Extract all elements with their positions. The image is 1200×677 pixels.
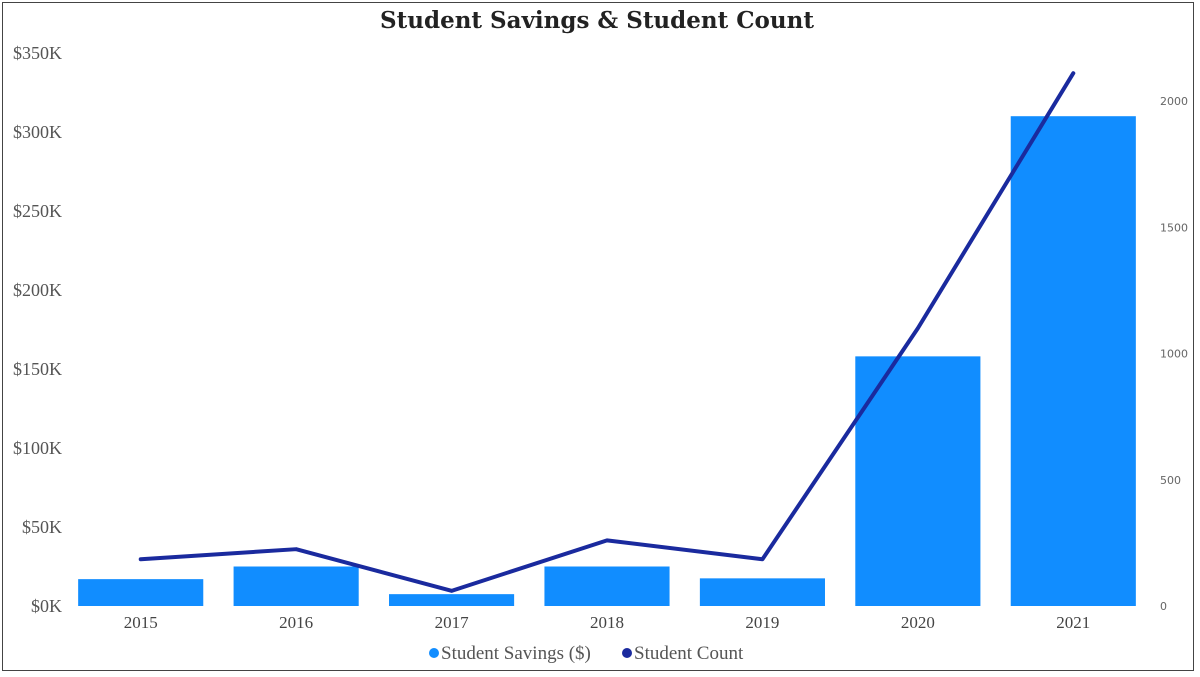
bar — [855, 356, 981, 606]
legend-label-student-savings: Student Savings ($) — [441, 643, 591, 664]
right-y-tick-label: 2000 — [1160, 95, 1188, 108]
legend: Student Savings ($) Student Count — [429, 643, 744, 664]
x-tick-label: 2016 — [279, 613, 313, 632]
bar — [78, 579, 204, 606]
bar — [233, 566, 359, 606]
right-y-tick-label: 1500 — [1160, 221, 1188, 234]
bar — [699, 578, 825, 606]
right-y-tick-label: 0 — [1160, 600, 1167, 613]
left-y-tick-label: $350K — [13, 43, 62, 63]
x-tick-label: 2019 — [745, 613, 779, 632]
right-y-tick-label: 500 — [1160, 474, 1181, 487]
bar — [1010, 116, 1136, 606]
left-y-tick-label: $300K — [13, 122, 62, 142]
x-tick-label: 2017 — [435, 613, 470, 632]
x-tick-label: 2021 — [1056, 613, 1090, 632]
left-y-tick-label: $0K — [31, 596, 62, 616]
left-y-axis: $0K $50K $100K $150K $200K $250K $300K $350K — [13, 43, 62, 616]
bar-series — [78, 116, 1136, 606]
bar — [389, 594, 515, 606]
left-y-tick-label: $200K — [13, 280, 62, 300]
chart-title: Student Savings & Student Count — [380, 7, 814, 34]
left-y-tick-label: $150K — [13, 359, 62, 379]
left-y-tick-label: $100K — [13, 438, 62, 458]
line-series — [138, 71, 1076, 593]
legend-marker-student-count — [622, 648, 632, 658]
x-tick-label: 2018 — [590, 613, 624, 632]
right-y-axis: 0 500 1000 1500 2000 — [1160, 95, 1188, 613]
left-y-tick-label: $250K — [13, 201, 62, 221]
legend-marker-student-savings — [429, 648, 439, 658]
left-y-tick-label: $50K — [22, 517, 62, 537]
legend-label-student-count: Student Count — [634, 643, 744, 664]
right-y-tick-label: 1000 — [1160, 348, 1188, 361]
x-axis: 2015 2016 2017 2018 2019 2020 2021 — [124, 613, 1091, 632]
bar — [544, 566, 670, 606]
x-tick-label: 2015 — [124, 613, 158, 632]
x-tick-label: 2020 — [901, 613, 935, 632]
